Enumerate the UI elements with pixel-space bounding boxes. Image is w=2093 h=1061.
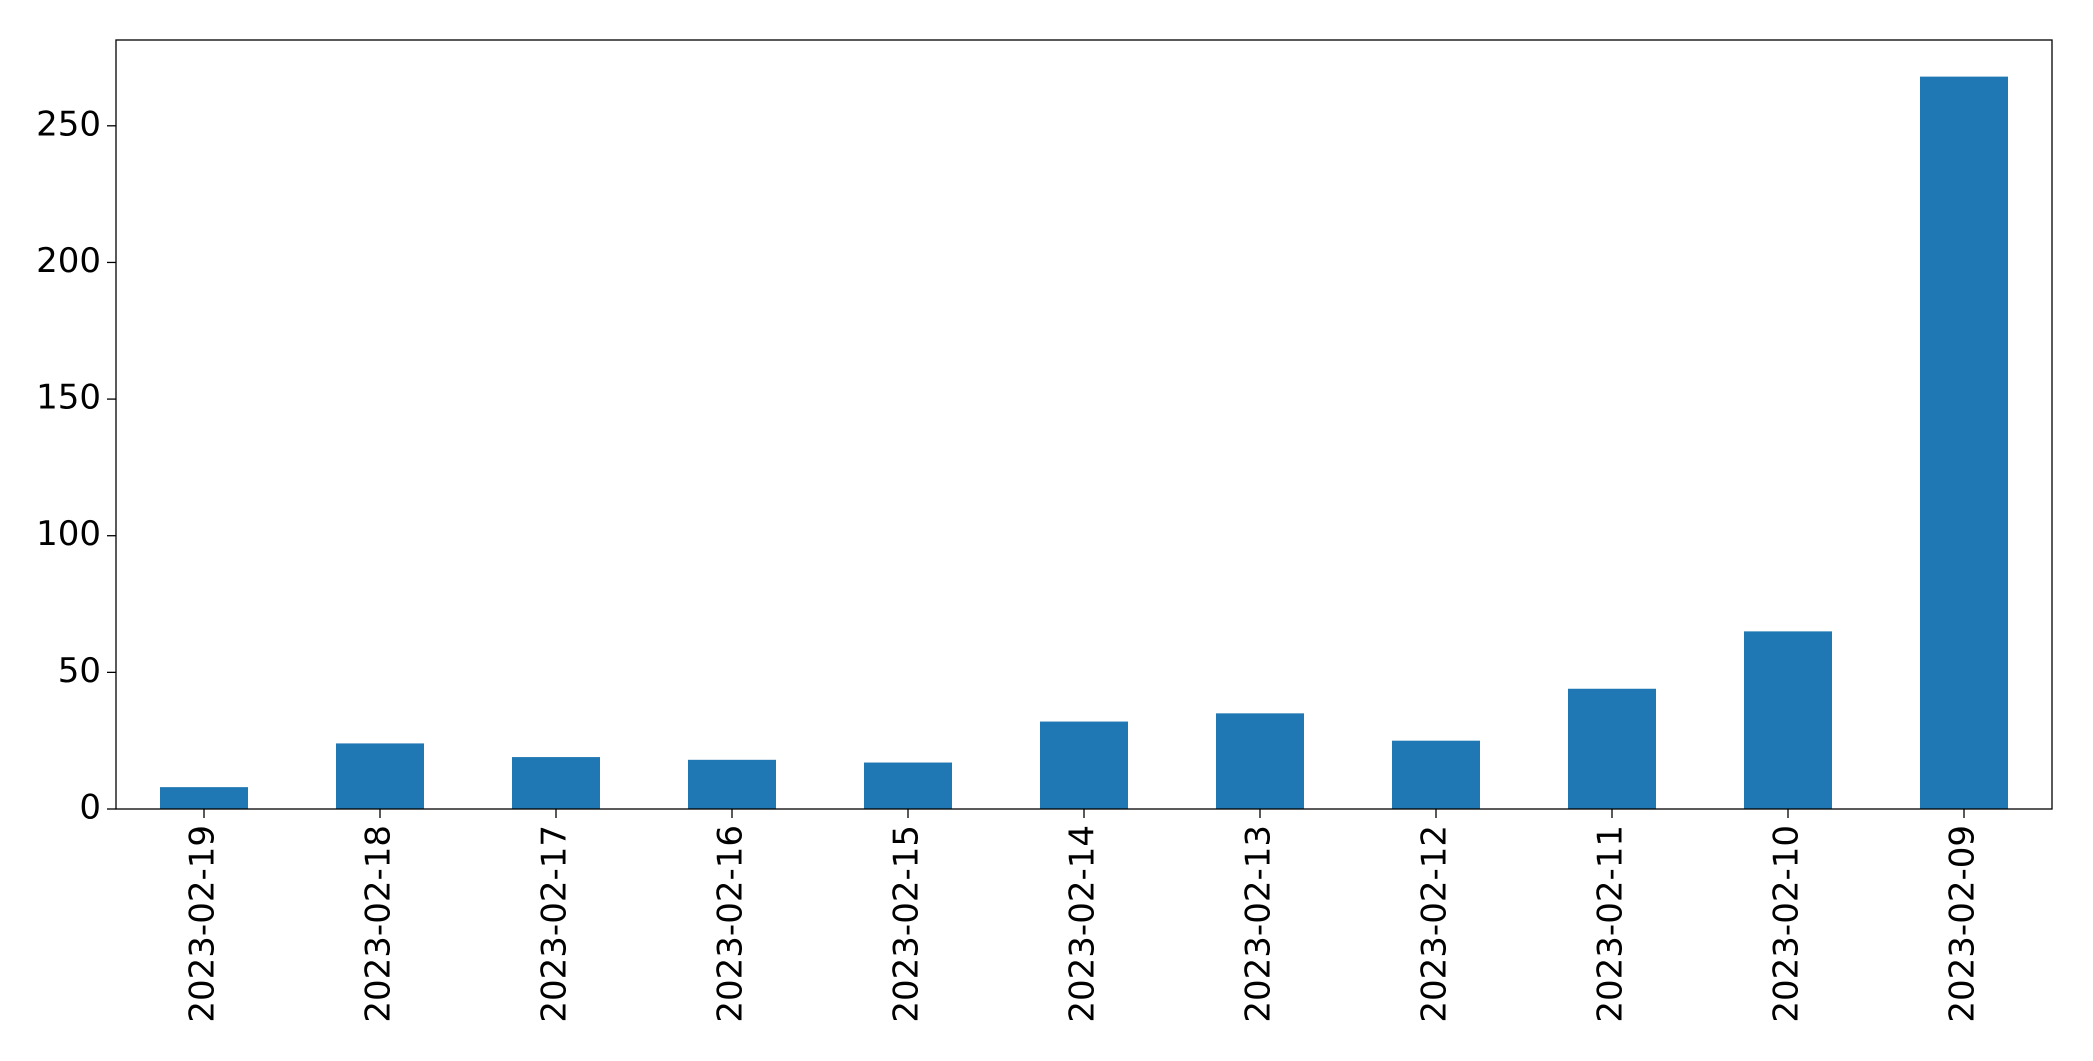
bar [160, 787, 248, 809]
plot-frame [115, 39, 2053, 810]
bar [1040, 721, 1128, 809]
bar [864, 762, 952, 809]
x-tick-label: 2023-02-09 [1943, 825, 1983, 1023]
bar [688, 759, 776, 809]
bar [336, 743, 424, 809]
bar [1744, 631, 1832, 809]
x-tick-label: 2023-02-16 [711, 825, 751, 1023]
bar [1392, 740, 1480, 809]
x-tick-label: 2023-02-13 [1239, 825, 1279, 1023]
x-tick-label: 2023-02-14 [1063, 825, 1103, 1023]
y-tick-label: 150 [36, 378, 101, 418]
x-tick-label: 2023-02-18 [359, 825, 399, 1023]
y-tick-label: 200 [36, 241, 101, 281]
x-tick-label: 2023-02-17 [535, 825, 575, 1023]
bar [1920, 76, 2008, 810]
y-tick-label: 100 [36, 514, 101, 554]
bar [1216, 713, 1304, 809]
y-tick-label: 50 [58, 651, 101, 691]
x-tick-label: 2023-02-12 [1415, 825, 1455, 1023]
x-tick-label: 2023-02-19 [183, 825, 223, 1023]
y-tick-label: 250 [36, 104, 101, 144]
x-tick-label: 2023-02-15 [887, 825, 927, 1023]
bar [512, 757, 600, 809]
bar [1568, 688, 1656, 809]
x-tick-label: 2023-02-10 [1767, 825, 1807, 1023]
x-tick-label: 2023-02-11 [1591, 825, 1631, 1023]
y-tick-label: 0 [79, 788, 101, 828]
